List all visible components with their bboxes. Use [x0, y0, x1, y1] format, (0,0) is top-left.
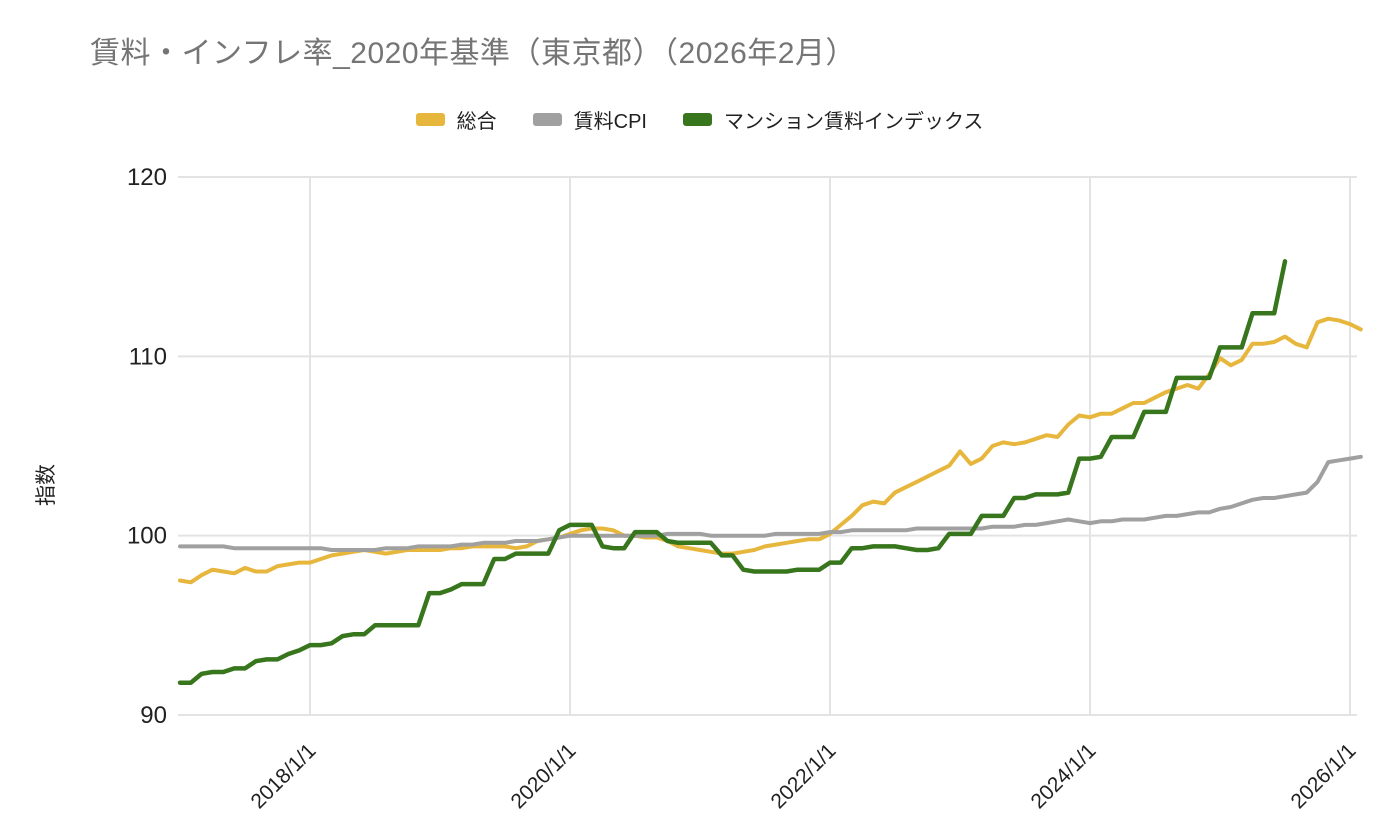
legend-item-sougou: 総合 [415, 105, 497, 134]
legend-swatch-sougou [415, 113, 445, 126]
legend-label-chinryo-cpi: 賃料CPI [573, 111, 647, 133]
y-tick-label-90: 90 [140, 702, 167, 729]
legend-item-mansion-index: マンション賃料インデックス [682, 105, 984, 134]
x-axis-tick-labels: 2018/1/1 2020/1/1 2022/1/1 2024/1/1 2026/1/1 [246, 739, 1360, 813]
legend-label-sougou: 総合 [456, 111, 497, 133]
y-tick-label-110: 110 [129, 343, 167, 370]
y-tick-label-120: 120 [127, 164, 167, 191]
legend-swatch-chinryo-cpi [532, 113, 562, 126]
legend-label-mansion-index: マンション賃料インデックス [723, 111, 984, 133]
legend-item-chinryo-cpi: 賃料CPI [532, 105, 647, 134]
x-tick-label-2024/1/1: 2024/1/1 [1026, 739, 1100, 813]
y-axis-title: 指数 [35, 464, 58, 506]
series-line-sougou[interactable] [178, 316, 1363, 585]
series-lines [177, 259, 1363, 685]
chart-title: 賃料・インフレ率_2020年基準（東京都）（2026年2月） [90, 37, 856, 70]
y-tick-label-100: 100 [127, 523, 167, 550]
series-line-chinryo-cpi[interactable] [178, 454, 1363, 552]
y-axis-tick-labels: 90 100 110 120 [127, 164, 167, 729]
x-tick-label-2026/1/1: 2026/1/1 [1286, 739, 1360, 813]
series-line-mansion-index[interactable] [177, 259, 1288, 685]
x-tick-label-2020/1/1: 2020/1/1 [506, 739, 580, 813]
chart-legend: 総合 賃料CPI マンション賃料インデックス [0, 105, 1399, 134]
x-tick-label-2022/1/1: 2022/1/1 [766, 739, 840, 813]
x-tick-label-2018/1/1: 2018/1/1 [246, 739, 320, 813]
legend-swatch-mansion-index [682, 113, 712, 126]
gridlines [178, 176, 1357, 716]
